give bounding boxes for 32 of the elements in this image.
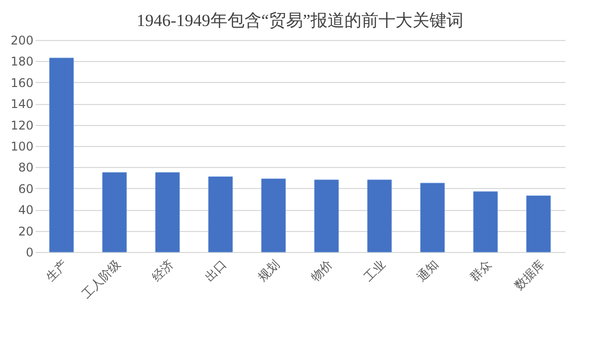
- bar: [420, 182, 445, 252]
- bar: [314, 180, 339, 252]
- y-tick-label: 160: [10, 76, 34, 90]
- x-tick-label: 数据库: [512, 257, 547, 292]
- y-tick-label: 100: [10, 140, 34, 154]
- x-tick-label: 物价: [308, 257, 335, 284]
- bar: [473, 191, 498, 252]
- bar: [102, 172, 127, 252]
- y-tick-label: 140: [10, 97, 34, 112]
- bar: [367, 180, 392, 252]
- y-tick-label: 0: [26, 246, 34, 260]
- x-tick-label: 规划: [255, 257, 282, 284]
- bar: [49, 58, 74, 252]
- x-tick-label: 工人阶级: [79, 257, 123, 301]
- x-tick-label: 工业: [361, 257, 388, 284]
- x-tick-label: 群众: [467, 257, 494, 284]
- y-tick-label: 180: [10, 54, 34, 69]
- x-tick-label: 生产: [43, 257, 70, 284]
- y-tick-label: 60: [18, 182, 34, 196]
- y-tick-label: 20: [18, 224, 34, 238]
- y-tick-label: 80: [18, 160, 34, 175]
- x-tick-label: 经济: [149, 257, 176, 284]
- y-tick-label: 40: [18, 203, 34, 218]
- x-tick-label: 通知: [414, 257, 441, 284]
- y-tick-label: 200: [10, 34, 34, 48]
- x-tick-label: 出口: [202, 257, 229, 284]
- bar: [208, 176, 233, 252]
- bar: [155, 172, 180, 252]
- chart-title: 1946-1949年包含“贸易”报道的前十大关键词: [136, 11, 464, 30]
- bar: [526, 196, 551, 252]
- y-tick-label: 120: [10, 118, 34, 132]
- bar: [261, 178, 286, 252]
